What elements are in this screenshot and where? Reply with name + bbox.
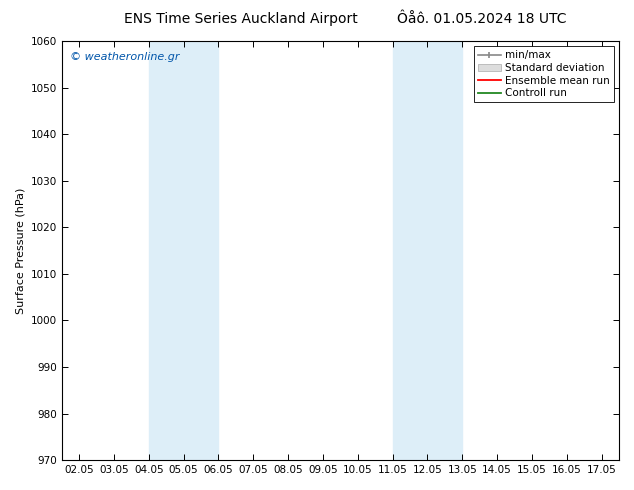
Y-axis label: Surface Pressure (hPa): Surface Pressure (hPa) — [15, 187, 25, 314]
Text: ENS Time Series Auckland Airport: ENS Time Series Auckland Airport — [124, 12, 358, 26]
Text: Ôåô. 01.05.2024 18 UTC: Ôåô. 01.05.2024 18 UTC — [397, 12, 567, 26]
Text: © weatheronline.gr: © weatheronline.gr — [70, 51, 179, 62]
Bar — [149, 41, 219, 460]
Bar — [392, 41, 462, 460]
Legend: min/max, Standard deviation, Ensemble mean run, Controll run: min/max, Standard deviation, Ensemble me… — [474, 46, 614, 102]
